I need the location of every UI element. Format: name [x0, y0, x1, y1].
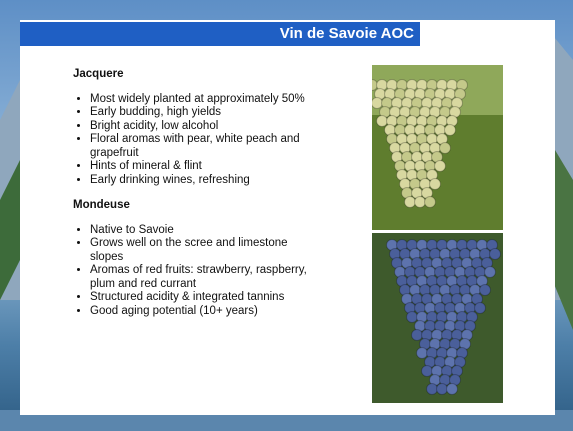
- grape: [485, 267, 496, 278]
- grape: [490, 249, 501, 260]
- grape: [447, 384, 458, 395]
- grape: [407, 312, 418, 323]
- grape: [405, 197, 416, 208]
- bullet-item: Bright acidity, low alcohol: [90, 120, 318, 134]
- slide-title: Vin de Savoie AOC: [280, 25, 414, 42]
- bullet-item: Floral aromas with pear, white peach and…: [90, 133, 318, 160]
- grape: [480, 285, 491, 296]
- grape: [377, 116, 388, 127]
- grape: [445, 125, 456, 136]
- bullet-item: Early drinking wines, refreshing: [90, 174, 318, 188]
- title-bar: Vin de Savoie AOC: [20, 22, 420, 46]
- bullet-item: Native to Savoie: [90, 224, 318, 238]
- bullet-item: Structured acidity & integrated tannins: [90, 291, 318, 305]
- section-heading: Jacquere: [73, 68, 318, 82]
- grape: [430, 179, 441, 190]
- slide: Vin de Savoie AOC Jacquere Most widely pl…: [0, 0, 573, 431]
- bullet-item: Grows well on the scree and limestone sl…: [90, 237, 318, 264]
- grape: [475, 303, 486, 314]
- bullet-item: Early budding, high yields: [90, 106, 318, 120]
- bullet-item: Hints of mineral & flint: [90, 160, 318, 174]
- grape: [437, 384, 448, 395]
- grape: [417, 348, 428, 359]
- bullet-item: Good aging potential (10+ years): [90, 305, 318, 319]
- grape: [427, 384, 438, 395]
- grape: [435, 161, 446, 172]
- grape: [440, 143, 451, 154]
- bullet-item: Aromas of red fruits: strawberry, raspbe…: [90, 264, 318, 291]
- grape: [372, 98, 383, 109]
- grape: [415, 197, 426, 208]
- bullet-item: Most widely planted at approximately 50%: [90, 93, 318, 107]
- grape: [425, 197, 436, 208]
- bullet-list: Native to SavoieGrows well on the scree …: [73, 224, 318, 319]
- text-content: Jacquere Most widely planted at approxima…: [73, 68, 318, 330]
- grape: [412, 330, 423, 341]
- grape-photos: [372, 65, 504, 405]
- section-heading: Mondeuse: [73, 199, 318, 213]
- grape: [422, 366, 433, 377]
- bullet-list: Most widely planted at approximately 50%…: [73, 93, 318, 188]
